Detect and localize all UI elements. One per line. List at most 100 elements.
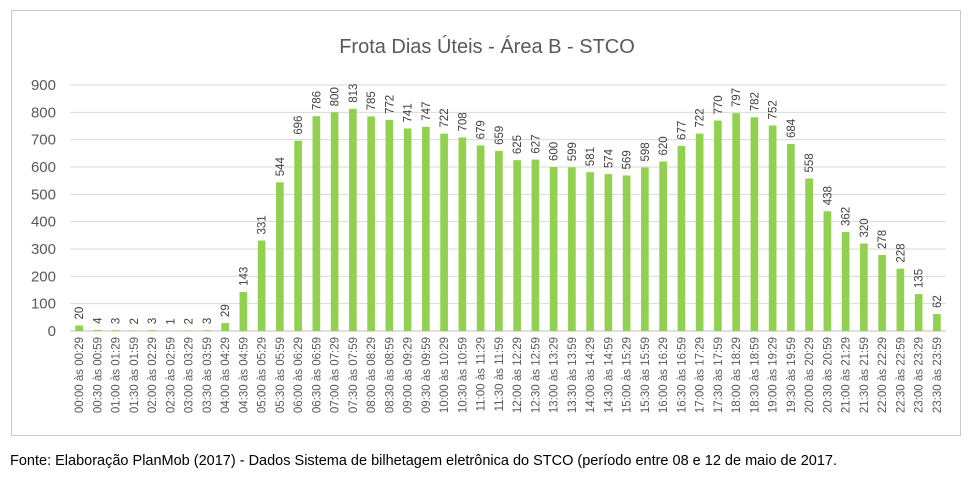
bar	[860, 243, 868, 331]
x-tick-label: 11:00 às 11:29	[476, 337, 488, 411]
data-label: 1	[165, 318, 177, 324]
bar	[294, 140, 302, 331]
x-tick-label: 11:30 às 11:59	[494, 337, 506, 411]
bar	[695, 133, 704, 331]
bar	[914, 294, 923, 331]
data-label: 722	[695, 108, 707, 127]
bar	[659, 161, 667, 331]
data-label: 600	[549, 142, 561, 161]
y-tick-label: 200	[31, 268, 56, 285]
x-tick-label: 03:00 às 03:29	[184, 337, 196, 413]
x-tick-label: 21:30 às 21:59	[859, 337, 871, 413]
data-label: 2	[184, 318, 196, 324]
x-tick-label: 20:30 às 20:59	[822, 337, 834, 413]
bar	[896, 268, 905, 331]
bar	[787, 144, 795, 331]
data-label: 772	[384, 95, 396, 114]
x-tick-label: 19:00 às 19:29	[768, 337, 780, 413]
x-tick-label: 00:30 às 00:59	[92, 337, 104, 413]
bar	[768, 125, 777, 331]
x-tick-label: 04:30 às 04:59	[238, 337, 250, 413]
data-label: 625	[512, 135, 524, 154]
x-tick-label: 04:00 às 04:29	[220, 337, 232, 413]
bar-chart: Frota Dias Úteis - Área B - STCO 0100200…	[31, 35, 946, 413]
data-label: 708	[457, 112, 469, 131]
bar	[440, 133, 448, 331]
x-tick-label: 13:00 às 13:29	[549, 337, 561, 413]
data-label: 228	[895, 243, 907, 262]
x-tick-label: 01:30 às 01:59	[129, 337, 141, 413]
bar	[495, 150, 503, 331]
bar	[641, 167, 649, 331]
x-tick-label: 12:30 às 12:59	[530, 337, 542, 413]
x-tick-label: 16:30 às 16:59	[676, 337, 688, 413]
data-label: 3	[202, 318, 214, 324]
y-axis-ticks: 0 100 200 300 400 500 600 700 800 900	[31, 77, 56, 340]
data-label: 29	[220, 304, 232, 317]
bar	[458, 137, 467, 331]
x-tick-label: 22:30 às 22:59	[895, 337, 907, 413]
x-tick-label: 09:30 às 09:59	[421, 337, 433, 413]
chart-title: Frota Dias Úteis - Área B - STCO	[339, 35, 635, 58]
bar	[823, 211, 832, 331]
bar	[203, 330, 211, 331]
data-label: 741	[403, 103, 415, 122]
data-label: 598	[640, 142, 652, 161]
x-tick-label: 18:30 às 18:59	[749, 337, 761, 413]
data-label: 813	[348, 84, 360, 103]
bar	[714, 120, 722, 332]
x-tick-label: 10:00 às 10:29	[439, 337, 451, 413]
y-tick-label: 600	[31, 159, 56, 176]
bar	[933, 314, 941, 331]
y-tick-label: 800	[31, 104, 56, 121]
data-label: 62	[932, 295, 944, 308]
y-tick-label: 700	[31, 132, 56, 149]
data-label: 786	[311, 91, 323, 110]
x-tick-label: 13:30 às 13:59	[567, 337, 579, 413]
data-label: 320	[859, 218, 871, 237]
bar	[586, 172, 594, 331]
x-tick-label: 00:00 às 00:29	[74, 337, 86, 413]
data-label: 782	[749, 92, 761, 111]
bar	[148, 330, 156, 331]
bar	[276, 182, 284, 331]
x-tick-label: 07:30 às 07:59	[348, 337, 360, 413]
data-label: 135	[914, 269, 926, 288]
x-tick-label: 03:30 às 03:59	[202, 337, 214, 413]
bar	[257, 240, 266, 331]
y-tick-label: 0	[48, 323, 56, 340]
bar	[750, 117, 759, 332]
bar	[75, 325, 83, 331]
bar	[568, 167, 576, 331]
data-label: 599	[567, 142, 579, 161]
data-label: 544	[275, 157, 287, 177]
data-label: 581	[585, 147, 597, 166]
x-tick-label: 15:00 às 15:29	[622, 337, 634, 413]
x-tick-label: 20:00 às 20:29	[804, 337, 816, 413]
x-tick-label: 09:00 às 09:29	[403, 337, 415, 413]
bar	[349, 108, 357, 331]
bars	[75, 108, 941, 332]
y-tick-label: 400	[31, 214, 56, 231]
data-label: 752	[768, 100, 780, 119]
x-tick-label: 01:00 às 01:29	[111, 337, 123, 413]
data-label: 659	[494, 126, 506, 145]
x-tick-label: 21:00 às 21:29	[841, 337, 853, 413]
x-tick-label: 08:00 às 08:29	[366, 337, 378, 413]
x-tick-label: 07:00 às 07:29	[330, 337, 342, 413]
x-tick-label: 17:30 às 17:59	[713, 337, 725, 413]
x-tick-label: 23:30 às 23:59	[932, 337, 944, 413]
x-tick-label: 18:00 às 18:29	[731, 337, 743, 413]
source-caption: Fonte: Elaboração PlanMob (2017) - Dados…	[10, 453, 837, 469]
x-tick-label: 06:00 às 06:29	[293, 337, 305, 413]
bar	[111, 330, 120, 331]
data-label: 722	[439, 108, 451, 127]
bar	[677, 145, 686, 331]
bar	[221, 323, 229, 331]
data-label: 696	[293, 116, 305, 135]
x-tick-label: 06:30 às 06:59	[311, 337, 323, 413]
data-label: 785	[366, 91, 378, 110]
y-tick-label: 500	[31, 186, 56, 203]
bar	[330, 112, 339, 331]
x-tick-label: 02:00 às 02:29	[147, 337, 159, 413]
